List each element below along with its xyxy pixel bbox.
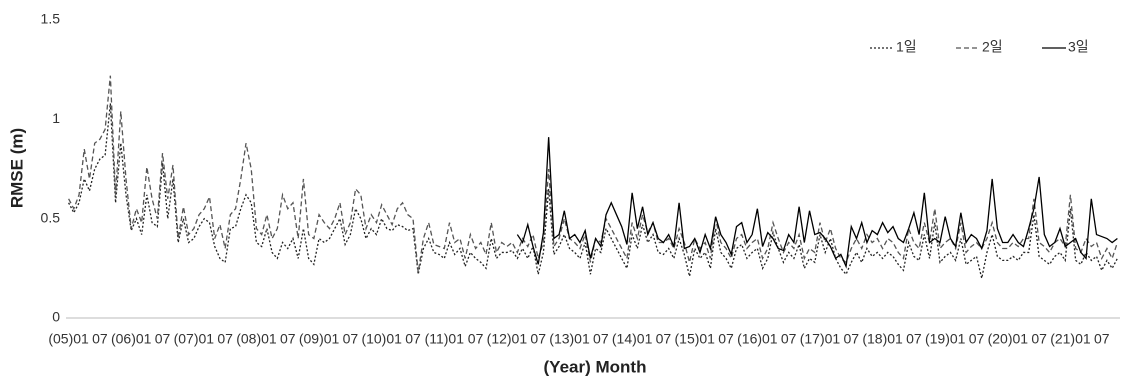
- legend-label: 3일: [1068, 39, 1089, 55]
- x-tick-label: 07: [343, 331, 359, 347]
- x-tick-label: 07: [1094, 331, 1110, 347]
- x-tick-label: 07: [781, 331, 797, 347]
- y-tick-label: 0.5: [41, 209, 61, 225]
- x-tick-label: 07: [155, 331, 171, 347]
- x-tick-label: (21)01: [1050, 331, 1091, 347]
- series-line: [516, 137, 1118, 269]
- x-tick-label: (18)01: [862, 331, 903, 347]
- x-tick-label: (17)01: [800, 331, 841, 347]
- x-tick-label: (14)01: [612, 331, 653, 347]
- x-tick-label: 07: [656, 331, 672, 347]
- x-tick-label: (16)01: [737, 331, 778, 347]
- x-tick-label: (10)01: [361, 331, 402, 347]
- x-tick-label: 07: [718, 331, 734, 347]
- x-tick-label: (08)01: [236, 331, 277, 347]
- series-line: [68, 103, 1118, 279]
- x-tick-label: 07: [969, 331, 985, 347]
- x-tick-label: 07: [1031, 331, 1047, 347]
- x-tick-label: 07: [405, 331, 421, 347]
- x-tick-label: (15)01: [675, 331, 716, 347]
- x-tick-label: 07: [280, 331, 296, 347]
- y-tick-label: 1.5: [41, 11, 61, 27]
- x-tick-label: (13)01: [549, 331, 590, 347]
- x-tick-label: (19)01: [925, 331, 966, 347]
- x-tick-label: 07: [843, 331, 859, 347]
- x-tick-label: (09)01: [299, 331, 340, 347]
- y-axis-title: RMSE (m): [7, 128, 26, 208]
- x-tick-label: (07)01: [174, 331, 215, 347]
- x-tick-label: (20)01: [988, 331, 1029, 347]
- x-tick-label: (12)01: [487, 331, 528, 347]
- legend-label: 2일: [982, 39, 1003, 55]
- x-tick-label: 07: [92, 331, 108, 347]
- y-tick-label: 1: [52, 110, 60, 126]
- series-line: [68, 75, 1119, 273]
- legend-label: 1일: [896, 39, 917, 55]
- x-tick-label: 07: [530, 331, 546, 347]
- x-tick-label: (11)01: [425, 331, 465, 347]
- x-tick-label: 07: [906, 331, 922, 347]
- x-tick-label: (06)01: [111, 331, 152, 347]
- x-axis-title: (Year) Month: [544, 357, 647, 376]
- x-tick-label: 07: [468, 331, 484, 347]
- y-tick-label: 0: [52, 309, 60, 325]
- x-tick-label: 07: [217, 331, 233, 347]
- x-tick-label: (05)01: [48, 331, 89, 347]
- x-tick-label: 07: [593, 331, 609, 347]
